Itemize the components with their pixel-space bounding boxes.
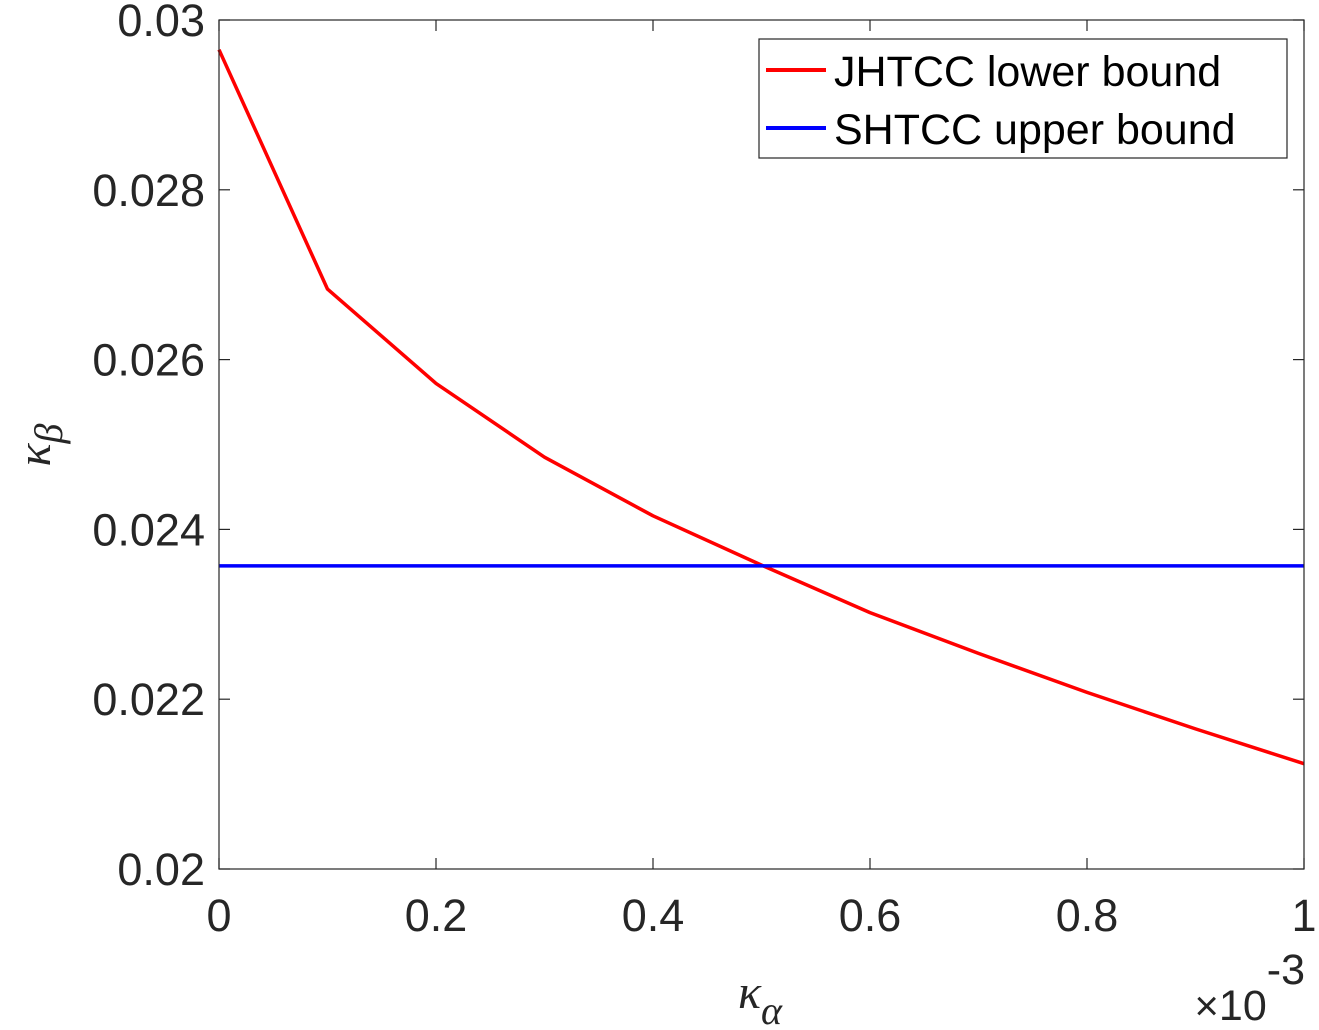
plot-area bbox=[219, 20, 1304, 869]
legend-box bbox=[758, 38, 1288, 159]
x-tick-label: 0.4 bbox=[622, 890, 685, 941]
legend: JHTCC lower bound SHTCC upper bound bbox=[758, 38, 1288, 159]
x-tick-label: 0 bbox=[206, 890, 231, 941]
legend-label-shtcc: SHTCC upper bound bbox=[834, 106, 1236, 154]
axes-box bbox=[218, 19, 1305, 870]
x-axis-label: κα bbox=[738, 966, 783, 1030]
y-tick-label: 0.026 bbox=[92, 335, 205, 386]
y-axis-label: κβ bbox=[8, 423, 71, 466]
y-tick-label: 0.03 bbox=[117, 0, 205, 46]
y-tick-label: 0.022 bbox=[92, 674, 205, 725]
x-tick-label: 0.8 bbox=[1056, 890, 1119, 941]
tick-layer: 0 0.2 0.4 0.6 0.8 1 0.02 0.022 0.024 0.026 0.028 0.… bbox=[92, 0, 1316, 941]
x-tick-label: 0.2 bbox=[405, 890, 468, 941]
legend-label-jhtcc: JHTCC lower bound bbox=[834, 48, 1221, 96]
y-tick-label: 0.024 bbox=[92, 504, 205, 555]
y-tick-label: 0.02 bbox=[117, 844, 205, 895]
y-tick-label: 0.028 bbox=[92, 165, 205, 216]
x-axis-multiplier: ×10-3 bbox=[1194, 946, 1305, 1030]
series-layer bbox=[217, 48, 1305, 766]
x-tick-label: 1 bbox=[1291, 890, 1316, 941]
x-tick-label: 0.6 bbox=[839, 890, 902, 941]
